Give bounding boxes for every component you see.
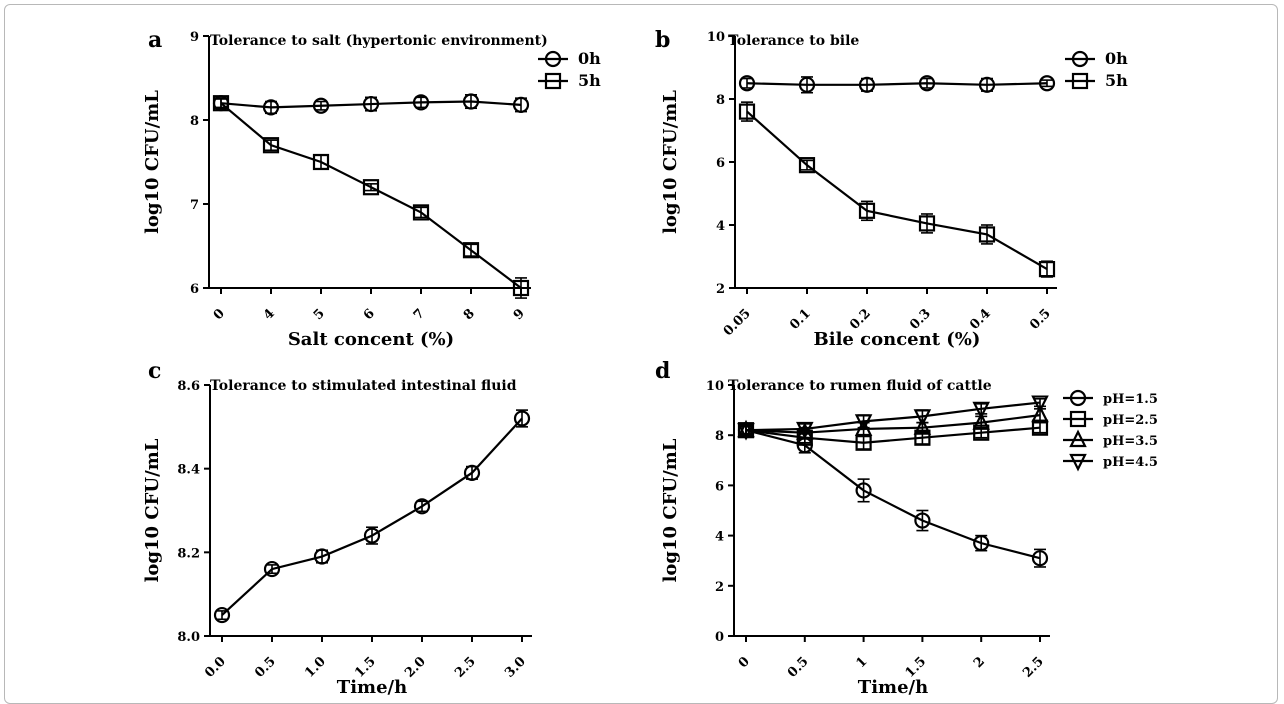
- y-tick-label: 6: [715, 479, 724, 494]
- x-tick-label: 9: [511, 306, 528, 323]
- y-tick-label: 0: [715, 630, 724, 645]
- legend-label: 5h: [1105, 71, 1128, 90]
- y-tick-label: 8: [190, 114, 199, 129]
- series-line: [747, 83, 1047, 85]
- y-tick-label: 10: [706, 379, 724, 394]
- y-tick-label: 4: [715, 530, 724, 545]
- series-d-0: [739, 423, 1047, 567]
- panel-b-y-label: log10 CFU/mL: [660, 90, 681, 234]
- panel-c-x-label: Time/h: [337, 677, 407, 697]
- panel-d-title: Tolerance to rumen fluid of cattle: [728, 378, 992, 394]
- x-tick-label: 5: [311, 306, 328, 323]
- legend-item-d-2: pH=3.5: [1063, 432, 1158, 449]
- panel-d-label: d: [655, 358, 670, 384]
- series-line: [747, 112, 1047, 270]
- legend-item-d-3: pH=4.5: [1063, 455, 1158, 470]
- y-tick-label: 8: [715, 429, 724, 444]
- x-tick-label: 3.0: [502, 654, 529, 681]
- x-tick-label: 0.05: [721, 306, 754, 339]
- panel-a: a Tolerance to salt (hypertonic environme…: [142, 27, 601, 350]
- series-line: [746, 403, 1040, 431]
- y-tick-label: 8: [716, 93, 725, 108]
- y-tick-label: 10: [707, 30, 725, 45]
- legend-item-d-0: pH=1.5: [1063, 391, 1158, 407]
- x-tick-label: 2.5: [452, 654, 479, 681]
- x-tick-label: 2.5: [1020, 654, 1047, 681]
- panel-b-x-label: Bile concent (%): [814, 329, 981, 350]
- panel-c-title: Tolerance to stimulated intestinal fluid: [210, 378, 517, 394]
- y-tick-label: 2: [715, 580, 724, 595]
- panel-c-label: c: [148, 358, 161, 384]
- y-tick-label: 6: [716, 156, 725, 171]
- panel-d-x-label: Time/h: [858, 677, 928, 697]
- legend-label: 0h: [1105, 49, 1128, 68]
- legend-item-a-0: 0h: [538, 49, 601, 68]
- panel-b-label: b: [655, 27, 670, 53]
- legend-item-b-1: 5h: [1065, 71, 1128, 90]
- panel-c: c Tolerance to stimulated intestinal flui…: [142, 358, 532, 697]
- x-tick-label: 0: [736, 654, 753, 671]
- y-tick-label: 6: [190, 282, 199, 297]
- x-tick-label: 2: [971, 654, 988, 671]
- legend-label: 0h: [578, 49, 601, 68]
- panel-a-y-label: log10 CFU/mL: [142, 90, 163, 234]
- series-line: [221, 103, 521, 288]
- legend-label: pH=3.5: [1103, 434, 1158, 449]
- series-c-0: [215, 410, 529, 622]
- x-tick-label: 0.5: [252, 654, 279, 681]
- legend-label: pH=2.5: [1103, 413, 1158, 428]
- x-tick-label: 0.1: [787, 306, 814, 333]
- x-tick-label: 4: [261, 306, 278, 323]
- y-tick-label: 8.2: [177, 546, 200, 561]
- series-a-0: [214, 95, 528, 115]
- x-tick-label: 0: [211, 306, 228, 323]
- series-line: [746, 430, 1040, 558]
- legend-item-a-1: 5h: [538, 71, 601, 90]
- legend-item-d-1: pH=2.5: [1063, 412, 1158, 428]
- series-b-0: [740, 76, 1054, 92]
- series-d-2: [739, 407, 1047, 439]
- panel-d-y-label: log10 CFU/mL: [660, 438, 681, 582]
- panel-a-x-label: Salt concent (%): [288, 329, 454, 350]
- y-tick-label: 8.4: [177, 463, 200, 478]
- y-tick-label: 9: [190, 30, 199, 45]
- y-tick-label: 4: [716, 219, 725, 234]
- x-tick-label: 6: [361, 306, 378, 323]
- x-tick-label: 1.0: [302, 654, 329, 681]
- legend-item-b-0: 0h: [1065, 49, 1128, 68]
- series-b-1: [740, 102, 1054, 277]
- x-tick-label: 1: [853, 654, 870, 671]
- x-tick-label: 8: [461, 306, 478, 323]
- x-tick-label: 0.5: [1027, 306, 1054, 333]
- x-tick-label: 7: [411, 306, 428, 323]
- legend-label: pH=1.5: [1103, 392, 1158, 407]
- series-a-1: [214, 96, 528, 298]
- panel-a-label: a: [148, 27, 162, 53]
- panel-b-title: Tolerance to bile: [728, 33, 859, 49]
- series-d-1: [739, 421, 1047, 450]
- panel-b: b Tolerance to bile2468100.05 0.1 0.2 0.3 0.4…: [655, 27, 1128, 350]
- x-tick-label: 0.0: [202, 654, 229, 681]
- panel-c-y-label: log10 CFU/mL: [142, 438, 163, 582]
- x-tick-label: 0.5: [785, 654, 812, 681]
- y-tick-label: 7: [190, 198, 199, 213]
- panel-d: d Tolerance to rumen fluid of cattle 0 2 4 6 8…: [655, 358, 1158, 697]
- y-tick-label: 8.0: [177, 630, 200, 645]
- panel-a-title: Tolerance to salt (hypertonic environmen…: [210, 33, 548, 49]
- legend-label: 5h: [578, 71, 601, 90]
- y-tick-label: 8.6: [177, 379, 200, 394]
- series-line: [222, 418, 522, 615]
- y-tick-label: 2: [716, 282, 725, 297]
- legend-label: pH=4.5: [1103, 455, 1158, 470]
